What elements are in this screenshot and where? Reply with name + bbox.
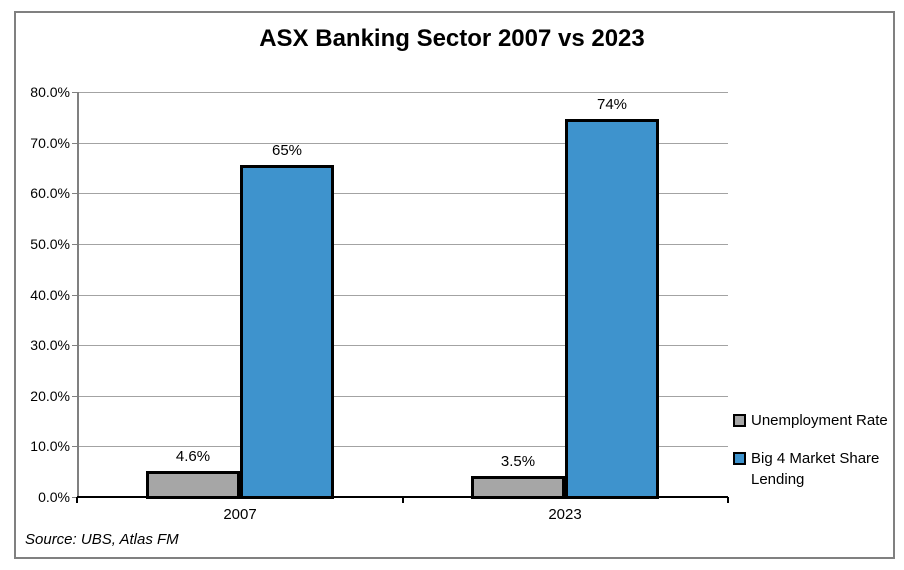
gridline-30 — [77, 345, 728, 346]
y-axis-label-70: 70.0% — [30, 135, 70, 151]
y-axis-line — [77, 92, 79, 497]
gridline-50 — [77, 244, 728, 245]
value-label-2007-unemployment-rate: 4.6% — [175, 448, 211, 465]
category-label-2007: 2007 — [223, 506, 257, 523]
legend-entry-unemployment-rate: Unemployment Rate — [733, 410, 893, 431]
y-axis-label-0: 0.0% — [38, 489, 70, 505]
y-axis-label-30: 30.0% — [30, 337, 70, 353]
source-note: Source: UBS, Atlas FM — [25, 531, 179, 548]
x-axis-tick-0 — [76, 497, 78, 503]
gridline-60 — [77, 193, 728, 194]
category-label-2023: 2023 — [548, 506, 582, 523]
bar-2023-big-4-market-share-lending — [565, 119, 659, 499]
x-axis-tick-2 — [727, 497, 729, 503]
y-axis-tick-0 — [72, 497, 77, 498]
y-axis-label-10: 10.0% — [30, 438, 70, 454]
bar-2007-unemployment-rate — [146, 471, 240, 499]
chart-title: ASX Banking Sector 2007 vs 2023 — [259, 25, 645, 52]
y-axis-tick-40 — [72, 295, 77, 296]
y-axis-tick-60 — [72, 193, 77, 194]
x-axis-tick-1 — [402, 497, 404, 503]
legend-swatch-icon — [733, 414, 746, 427]
gridline-40 — [77, 295, 728, 296]
legend-label: Unemployment Rate — [751, 412, 888, 429]
legend-label: Big 4 Market Share Lending — [751, 450, 880, 488]
y-axis-label-40: 40.0% — [30, 287, 70, 303]
value-label-2023-unemployment-rate: 3.5% — [500, 453, 536, 470]
y-axis-tick-20 — [72, 396, 77, 397]
chart-outer-border — [14, 11, 895, 559]
bar-2023-unemployment-rate — [471, 476, 565, 499]
legend-swatch-icon — [733, 452, 746, 465]
gridline-70 — [77, 143, 728, 144]
y-axis-tick-30 — [72, 345, 77, 346]
y-axis-tick-10 — [72, 446, 77, 447]
y-axis-label-20: 20.0% — [30, 388, 70, 404]
y-axis-tick-50 — [72, 244, 77, 245]
gridline-80 — [77, 92, 728, 93]
legend-entry-big-4-market-share-lending: Big 4 Market Share Lending — [733, 448, 893, 490]
gridline-10 — [77, 446, 728, 447]
y-axis-label-80: 80.0% — [30, 84, 70, 100]
y-axis-tick-80 — [72, 92, 77, 93]
bar-2007-big-4-market-share-lending — [240, 165, 334, 499]
value-label-2023-big-4-market-share-lending: 74% — [596, 96, 628, 113]
chart-legend: Unemployment Rate Big 4 Market Share Lend… — [733, 410, 893, 507]
y-axis-tick-70 — [72, 143, 77, 144]
value-label-2007-big-4-market-share-lending: 65% — [271, 142, 303, 159]
gridline-20 — [77, 396, 728, 397]
y-axis-label-50: 50.0% — [30, 236, 70, 252]
y-axis-label-60: 60.0% — [30, 185, 70, 201]
